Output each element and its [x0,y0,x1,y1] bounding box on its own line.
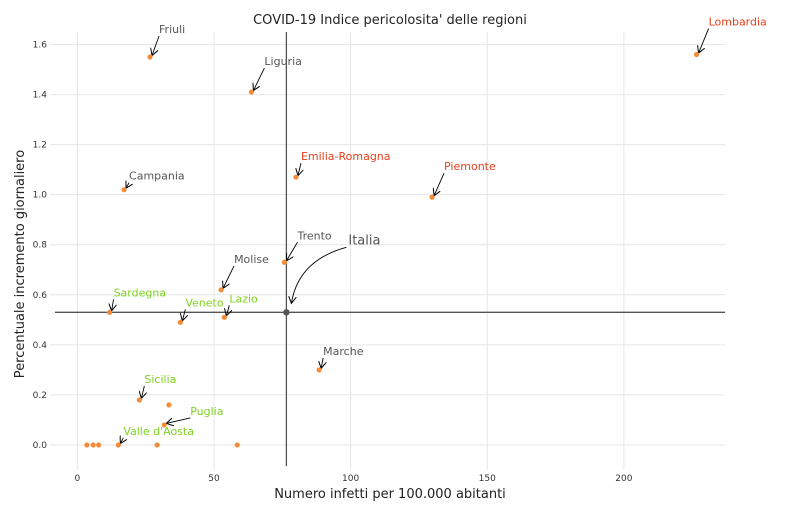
data-point [96,442,102,448]
label-arrow [253,67,265,91]
chart-title: COVID-19 Indice pericolosita' delle regi… [253,13,527,28]
y-tick-label: 1.0 [33,191,48,201]
reference-lines [55,32,725,466]
data-point [316,367,322,373]
x-tick-label: 150 [479,474,496,484]
data-point [106,309,113,315]
data-points [84,51,700,448]
point-label: Lazio [229,292,258,305]
data-point [281,259,288,265]
y-axis-title: Percentuale incremento giornaliero [13,150,28,378]
label-arrow [126,183,129,189]
label-arrow [699,28,709,54]
label-arrow [321,357,323,369]
label-arrow [120,438,123,444]
label-arrow [226,305,229,316]
point-label: Puglia [190,405,223,418]
label-arrow [223,265,235,289]
label-arrow [166,417,191,424]
x-axis-title: Numero infetti per 100.000 abitanti [274,487,506,502]
point-label: Emilia-Romagna [301,150,391,163]
label-arrow [298,163,301,176]
label-arrow [141,385,144,399]
data-point [147,54,153,60]
point-label: Sicilia [144,373,176,386]
italia-point [283,309,290,316]
y-tick-label: 0.2 [33,391,47,401]
y-tick-label: 1.4 [33,91,48,101]
data-point [121,187,127,193]
data-point [115,442,121,448]
data-point [234,442,240,448]
data-point [221,314,227,320]
point-label: Veneto [185,296,223,309]
point-label: Piemonte [444,160,496,173]
x-tick-label: 200 [615,474,632,484]
y-tick-label: 0.6 [33,291,48,301]
label-arrow [152,35,160,56]
label-arrow [286,242,298,260]
data-point [84,442,90,448]
data-point [248,89,255,95]
italia-arrow [291,246,347,303]
y-tick-label: 0.4 [33,341,48,351]
data-point [90,442,96,448]
data-point [293,174,299,180]
x-tick-label: 100 [342,474,359,484]
label-arrow [182,309,185,321]
y-tick-label: 0.0 [33,441,48,451]
y-tick-label: 1.2 [33,141,47,151]
axis-ticks: 0 50 100 150 200 0.0 0.2 0.4 0.6 0.8 1.0 1.2 1.4 1.6 [33,41,633,484]
point-label: Lombardia [709,16,767,29]
grid [50,32,725,470]
annotation-arrows [112,28,709,444]
point-label: Valle d'Aosta [123,425,194,438]
point-label: Marche [323,345,364,358]
point-label: Trento [296,229,331,242]
data-point [218,287,224,293]
point-label: Campania [129,170,185,183]
data-point [136,397,142,403]
y-tick-label: 1.6 [33,41,48,51]
data-point [429,194,435,200]
data-point [166,402,172,408]
label-arrow [434,173,445,196]
italia-label: Italia [348,233,380,248]
point-label: Friuli [159,23,185,36]
point-label: Sardegna [114,286,166,299]
label-arrow [112,299,114,311]
data-point [161,422,167,428]
x-tick-label: 50 [208,474,220,484]
data-point [693,51,700,58]
point-label: Liguria [264,55,301,68]
data-point [177,319,183,325]
x-tick-label: 0 [74,474,80,484]
y-tick-label: 0.8 [33,241,48,251]
point-label: Molise [234,253,269,266]
point-labels: Lombardia Friuli Liguria Emilia-Romagna Piem… [114,16,767,438]
data-point [154,442,160,448]
